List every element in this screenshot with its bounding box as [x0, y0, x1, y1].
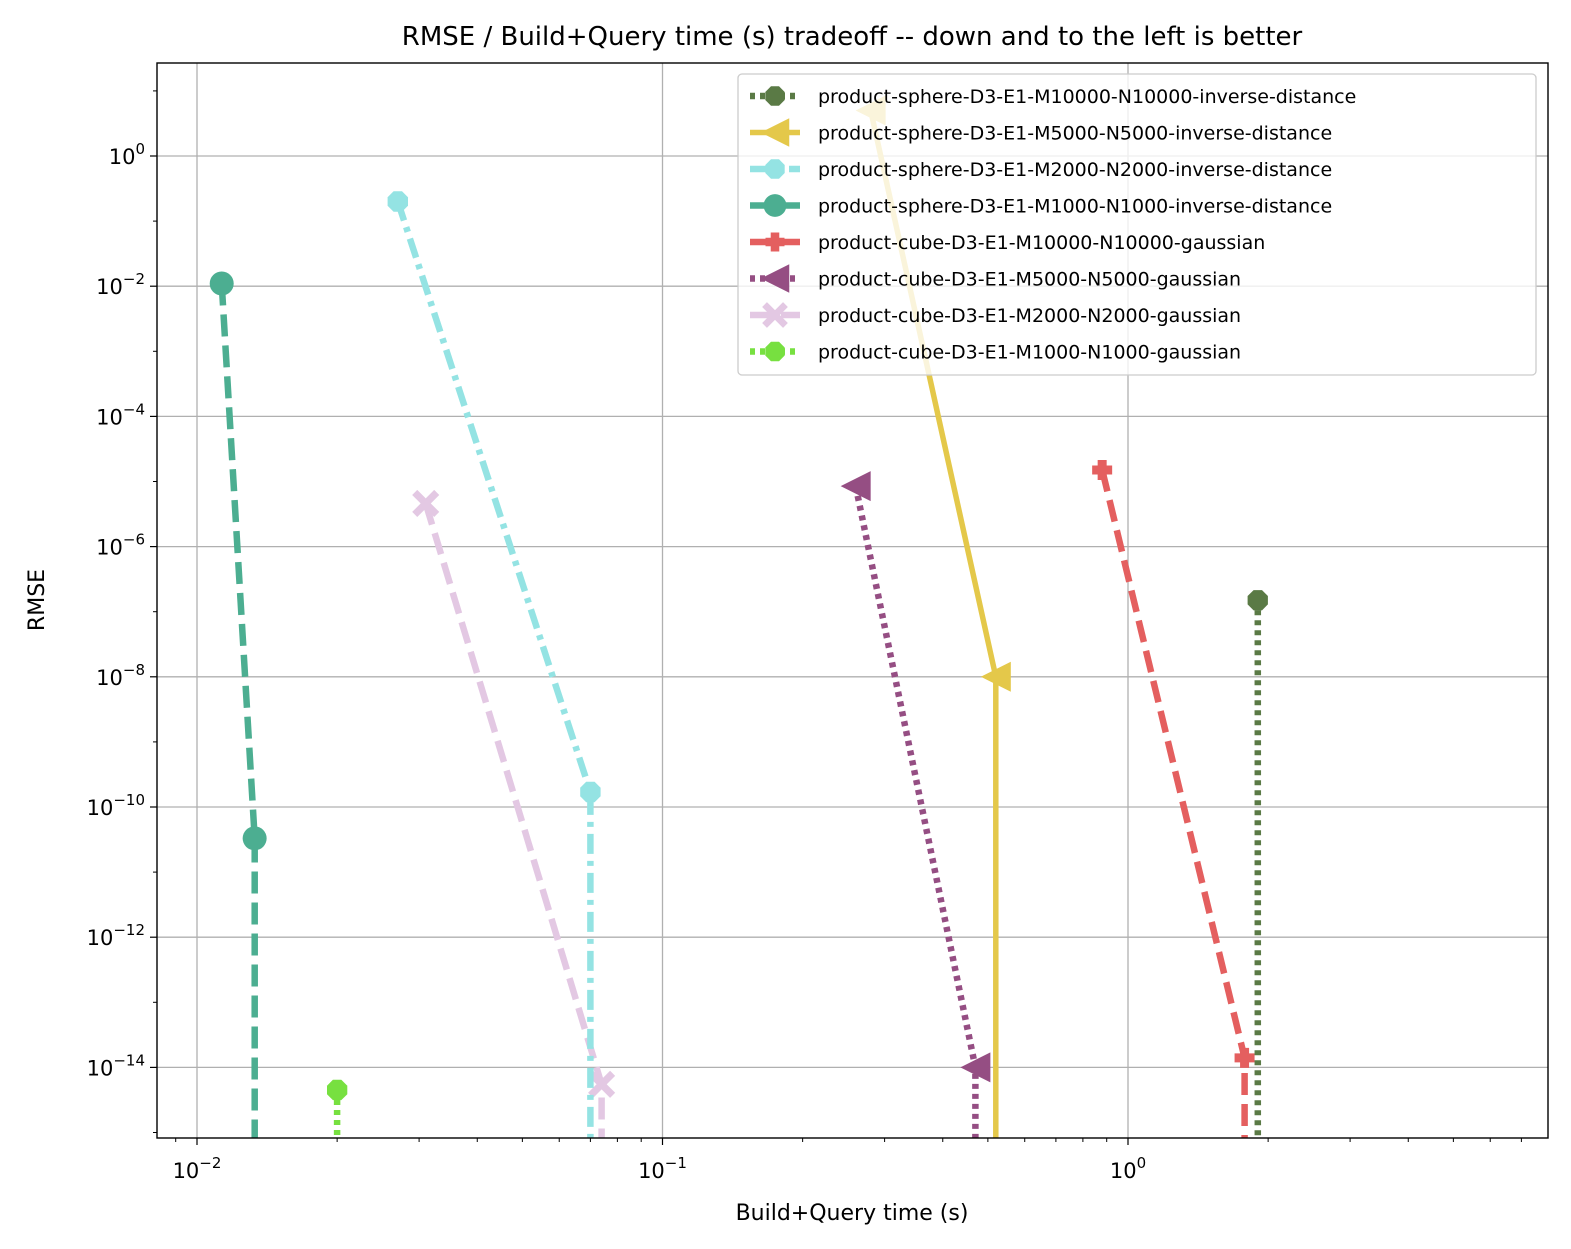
series-marker: [762, 302, 788, 328]
series-line: [422, 502, 605, 1138]
series-marker: [327, 1079, 348, 1101]
series-marker: [1247, 590, 1268, 611]
series-marker: [1234, 1047, 1255, 1068]
x-tick-label: 10−1: [638, 1154, 687, 1183]
legend-label: product-sphere-D3-E1-M10000-N10000-inver…: [818, 86, 1356, 108]
series-marker: [760, 264, 790, 293]
y-axis-ticks: 100 10−2 10−4 10−6 10−8 10−10 10−12 10−14: [87, 140, 157, 1080]
legend-label: product-cube-D3-E1-M1000-N1000-gaussian: [818, 342, 1241, 364]
series-marker: [580, 781, 601, 803]
legend-box: [737, 73, 1537, 376]
y-tick-label: 10−6: [96, 531, 145, 560]
series-product-sphere-D3-E1-M1000-N1000-inverse-distance: [209, 271, 267, 1138]
series-marker: [980, 661, 1011, 692]
series-line: [852, 485, 979, 1138]
legend-item: product-sphere-D3-E1-M5000-N5000-inverse…: [750, 118, 1332, 147]
legend-item: product-sphere-D3-E1-M1000-N1000-inverse…: [750, 194, 1332, 218]
chart-title: RMSE / Build+Query time (s) tradeoff -- …: [402, 22, 1303, 52]
legend: product-sphere-D3-E1-M10000-N10000-inver…: [737, 73, 1537, 376]
legend-label: product-cube-D3-E1-M5000-N5000-gaussian: [818, 269, 1241, 291]
legend-item: product-cube-D3-E1-M1000-N1000-gaussian: [750, 342, 1241, 364]
series-marker-stroke: [588, 1070, 616, 1098]
plot-frame: [156, 62, 1549, 1139]
series-marker: [763, 194, 787, 217]
y-tick-label: 10−14: [87, 1051, 145, 1080]
series-marker: [412, 489, 440, 517]
x-tick-label: 10−2: [173, 1154, 222, 1183]
series-marker: [765, 341, 785, 362]
series-marker: [588, 1070, 616, 1098]
series-marker: [840, 471, 871, 502]
y-tick-label: 10−4: [96, 400, 145, 429]
legend-item: product-sphere-D3-E1-M10000-N10000-inver…: [750, 86, 1356, 108]
legend-item: product-cube-D3-E1-M2000-N2000-gaussian: [750, 302, 1241, 328]
series-product-cube-D3-E1-M2000-N2000-gaussian: [412, 489, 616, 1138]
series-line: [218, 283, 258, 1138]
series-marker: [242, 826, 267, 851]
y-axis-label: RMSE: [25, 569, 50, 631]
y-tick-label: 10−12: [87, 921, 145, 950]
series-line: [1099, 469, 1248, 1138]
series-product-cube-D3-E1-M1000-N1000-gaussian: [327, 1079, 348, 1138]
series-product-sphere-D3-E1-M10000-N10000-inverse-distance: [1247, 590, 1268, 1138]
x-axis-ticks: 10−2 10−1 100: [173, 1138, 1146, 1183]
series-marker: [765, 232, 785, 252]
series-line: [394, 200, 594, 1138]
series-marker: [760, 118, 790, 147]
y-tick-label: 10−10: [87, 791, 145, 820]
series-marker-stroke: [762, 302, 788, 328]
series-marker: [1092, 460, 1113, 481]
series-marker: [209, 271, 234, 296]
series-marker: [765, 86, 785, 106]
x-axis-label: Build+Query time (s): [736, 1201, 969, 1226]
legend-label: product-sphere-D3-E1-M1000-N1000-inverse…: [818, 196, 1332, 218]
y-tick-label: 10−8: [96, 661, 145, 690]
series-product-cube-D3-E1-M10000-N10000-gaussian: [1092, 460, 1255, 1138]
series-marker: [960, 1052, 991, 1083]
y-tick-label: 100: [109, 140, 145, 169]
series-product-sphere-D3-E1-M2000-N2000-inverse-distance: [387, 191, 601, 1138]
legend-item: product-cube-D3-E1-M10000-N10000-gaussia…: [750, 232, 1265, 254]
legend-label: product-cube-D3-E1-M2000-N2000-gaussian: [818, 305, 1241, 327]
series-product-cube-D3-E1-M5000-N5000-gaussian: [840, 471, 991, 1138]
legend-item: product-sphere-D3-E1-M2000-N2000-inverse…: [750, 159, 1332, 181]
legend-label: product-sphere-D3-E1-M2000-N2000-inverse…: [818, 159, 1332, 181]
series-marker-stroke: [412, 489, 440, 517]
x-tick-label: 100: [1110, 1154, 1146, 1183]
legend-label: product-sphere-D3-E1-M5000-N5000-inverse…: [818, 123, 1332, 145]
y-tick-label: 10−2: [96, 270, 145, 299]
legend-label: product-cube-D3-E1-M10000-N10000-gaussia…: [818, 232, 1265, 254]
legend-item: product-cube-D3-E1-M5000-N5000-gaussian: [750, 264, 1241, 293]
series-marker: [765, 159, 785, 179]
series-marker: [387, 191, 408, 212]
